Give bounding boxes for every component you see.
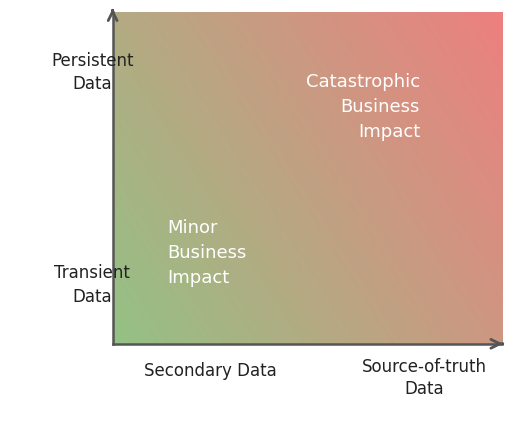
Text: Secondary Data: Secondary Data <box>143 361 276 379</box>
Text: Catastrophic
Business
Impact: Catastrophic Business Impact <box>306 73 420 140</box>
Text: Source-of-truth
Data: Source-of-truth Data <box>361 357 486 397</box>
Text: Persistent
Data: Persistent Data <box>51 52 134 93</box>
Text: Minor
Business
Impact: Minor Business Impact <box>167 218 246 286</box>
Text: Transient
Data: Transient Data <box>54 264 130 305</box>
